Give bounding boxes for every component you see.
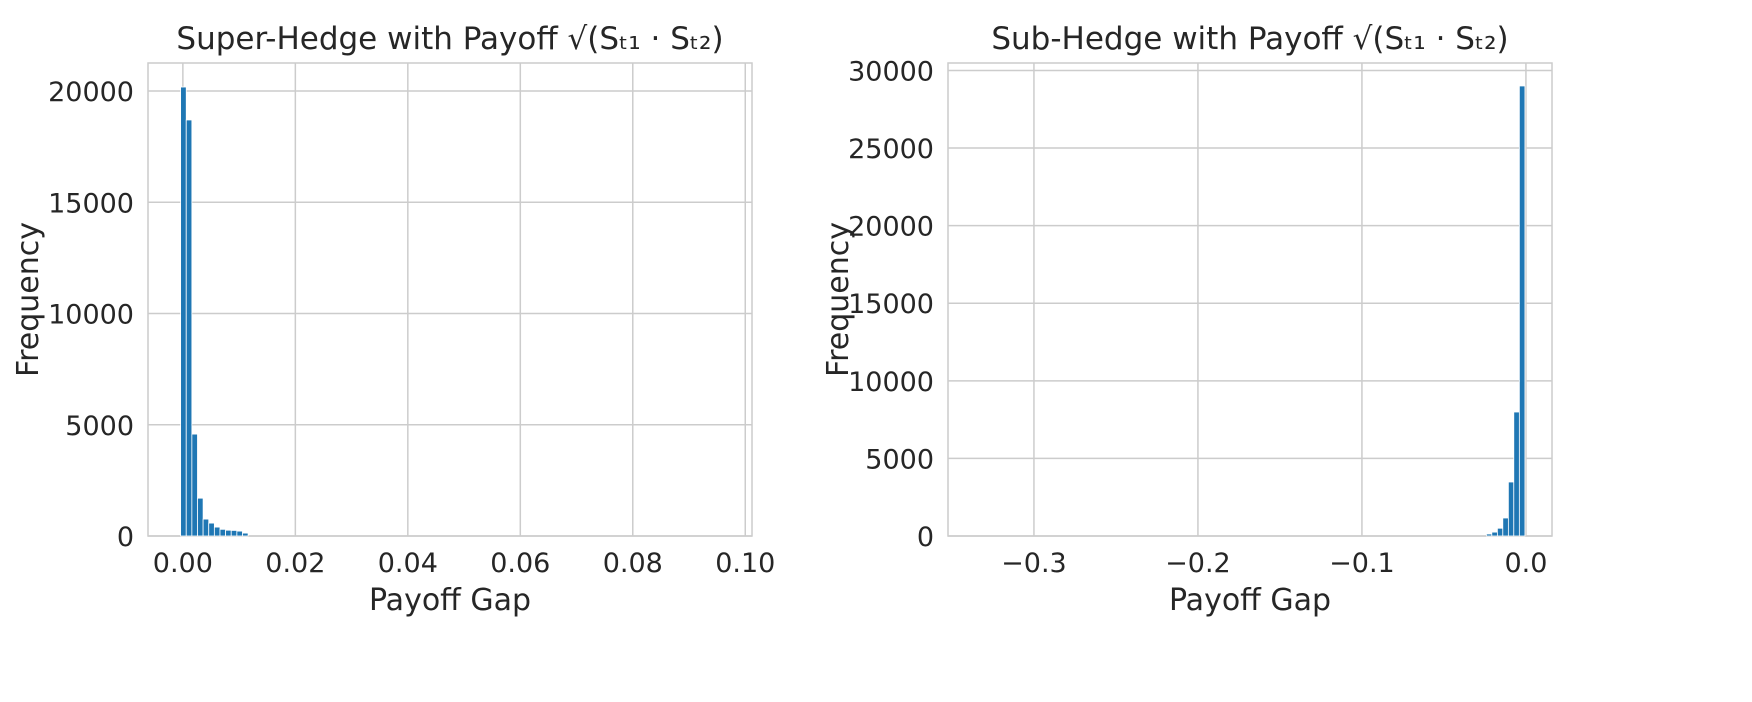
bar bbox=[1496, 527, 1504, 537]
x-tick-label: −0.3 bbox=[1001, 548, 1067, 579]
bar bbox=[225, 529, 232, 537]
bar bbox=[1507, 481, 1515, 537]
x-tick-label: 0.0 bbox=[1504, 548, 1547, 579]
bar bbox=[1486, 533, 1493, 537]
x-axis-label: Payoff Gap bbox=[369, 583, 531, 618]
y-tick-label: 15000 bbox=[48, 188, 134, 219]
bar bbox=[242, 532, 249, 537]
axes-frame bbox=[947, 62, 1553, 537]
y-tick-label: 10000 bbox=[48, 300, 134, 331]
bar bbox=[202, 518, 210, 537]
bar bbox=[197, 497, 204, 537]
chart-title: Super-Hedge with Payoff √(Sₜ₁ · Sₜ₂) bbox=[176, 21, 723, 57]
bar bbox=[1491, 531, 1498, 537]
bar bbox=[1518, 85, 1526, 537]
y-tick-label: 0 bbox=[917, 522, 934, 553]
y-tick-label: 5000 bbox=[865, 444, 934, 475]
y-tick-label: 25000 bbox=[848, 134, 934, 165]
x-tick-label: 0.08 bbox=[603, 548, 663, 579]
x-tick-label: 0.04 bbox=[378, 548, 438, 579]
x-axis-label: Payoff Gap bbox=[1169, 583, 1331, 618]
x-tick-label: 0.10 bbox=[715, 548, 775, 579]
bar bbox=[213, 526, 221, 537]
bar bbox=[1502, 517, 1509, 537]
x-tick-label: 0.06 bbox=[490, 548, 550, 579]
y-tick-label: 20000 bbox=[848, 212, 934, 243]
y-tick-label: 30000 bbox=[848, 56, 934, 87]
x-tick-label: −0.1 bbox=[1329, 548, 1395, 579]
bar bbox=[208, 522, 215, 537]
axes-frame bbox=[147, 62, 753, 537]
bar bbox=[230, 530, 238, 537]
bar bbox=[185, 119, 193, 537]
chart-title: Sub-Hedge with Payoff √(Sₜ₁ · Sₜ₂) bbox=[991, 21, 1508, 57]
y-axis-label: Frequency bbox=[821, 222, 856, 377]
y-tick-label: 5000 bbox=[65, 411, 134, 442]
y-axis-label: Frequency bbox=[11, 222, 46, 377]
bar bbox=[236, 530, 243, 537]
bar bbox=[180, 86, 187, 537]
x-tick-label: 0.02 bbox=[265, 548, 325, 579]
y-tick-label: 15000 bbox=[848, 289, 934, 320]
y-tick-label: 20000 bbox=[48, 77, 134, 108]
x-tick-label: 0.00 bbox=[153, 548, 213, 579]
bar bbox=[1513, 411, 1520, 537]
y-tick-label: 0 bbox=[117, 522, 134, 553]
x-tick-label: −0.2 bbox=[1165, 548, 1231, 579]
y-tick-label: 10000 bbox=[848, 367, 934, 398]
bar bbox=[191, 433, 198, 537]
bar bbox=[219, 528, 227, 537]
